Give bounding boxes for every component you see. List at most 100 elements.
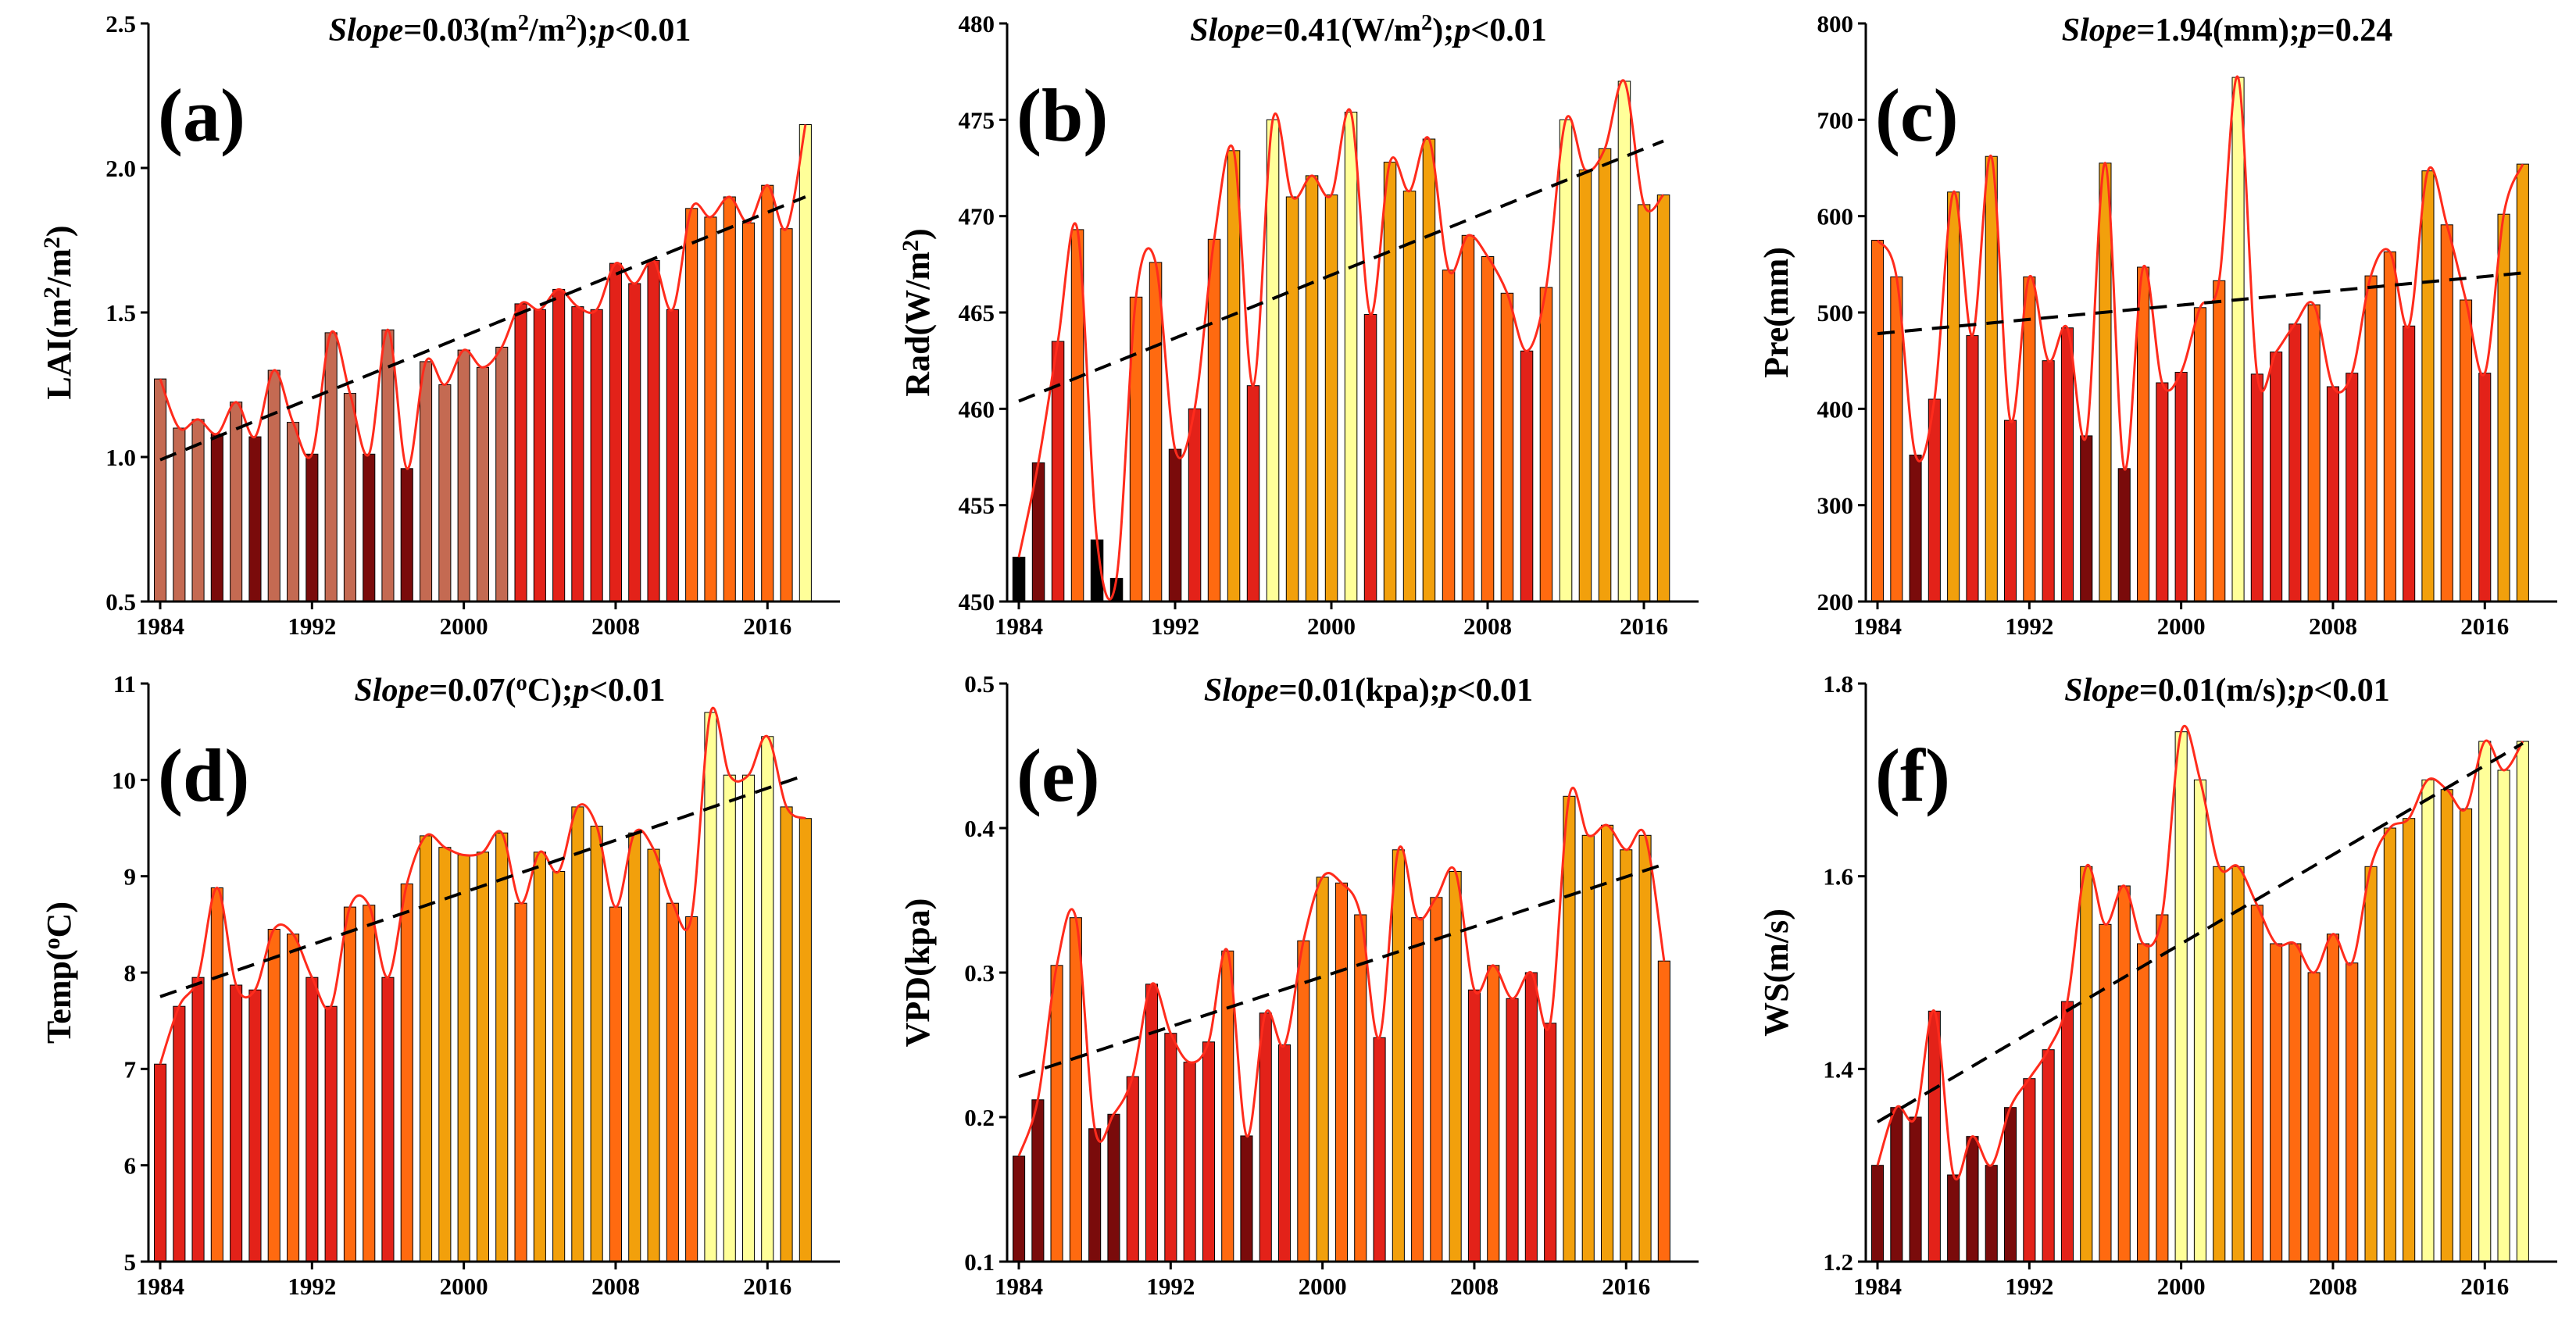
slope-annotation-e: Slope=0.01(kpa);p<0.01	[1204, 673, 1533, 709]
bar-d-1997	[400, 884, 413, 1262]
y-tick-label-b-4: 470	[959, 203, 995, 230]
ylabel-f-part: WS(m/s)	[1757, 909, 1795, 1037]
panel-b: 450 455 460 465 470 475 480 1984 1992 2000 2008 201…	[859, 0, 1717, 660]
bar-a-2016	[761, 184, 774, 602]
bar-f-1997	[2117, 885, 2131, 1262]
bar-f-2008	[2326, 934, 2340, 1262]
bar-c-1999	[2156, 382, 2169, 602]
y-tick-label-d-2: 7	[124, 1055, 137, 1083]
y-tick-label-f-0: 1.2	[1823, 1248, 1853, 1276]
bar-e-2011	[1524, 972, 1538, 1262]
bar-c-1998	[2137, 266, 2150, 602]
y-tick-label-a-4: 2.5	[105, 10, 136, 37]
bar-d-1988	[230, 984, 243, 1262]
ylabel-d-part: C)	[40, 901, 78, 937]
bar-e-2000	[1316, 877, 1329, 1262]
bar-b-2003	[1383, 162, 1397, 602]
y-tick-label-a-0: 0.5	[105, 588, 136, 616]
bar-f-2013	[2421, 779, 2435, 1262]
y-tick-label-e-2: 0.3	[964, 959, 995, 987]
slope-sup: 2	[1421, 11, 1432, 35]
bar-d-2015	[742, 774, 756, 1262]
x-tick-label-e-0: 1984	[995, 1273, 1043, 1300]
y-tick-label-b-5: 475	[959, 106, 995, 134]
bar-e-1997	[1259, 1012, 1272, 1262]
bar-f-2016	[2478, 741, 2492, 1262]
trend-line-a	[159, 195, 806, 462]
bar-b-2008	[1481, 256, 1495, 602]
trend-line-f	[1876, 741, 2524, 1123]
slope-sup: o	[516, 671, 527, 695]
x-tick-label-b-1: 1992	[1151, 612, 1199, 640]
smooth-curve-d	[159, 706, 806, 1065]
slope-value: =0.01(m/s);	[2139, 673, 2297, 709]
bar-a-2004	[533, 309, 546, 602]
bar-c-2011	[2383, 251, 2396, 602]
bar-e-1987	[1069, 917, 1082, 1262]
bar-a-1990	[267, 370, 280, 602]
bar-d-2012	[685, 916, 698, 1262]
bar-a-2013	[704, 216, 717, 602]
p-word: p	[2298, 12, 2317, 48]
slope-word: Slope	[1190, 12, 1265, 48]
bar-c-2006	[2288, 323, 2302, 602]
smooth-curve-a	[159, 124, 807, 470]
slope-mid: C);	[527, 673, 573, 709]
chart-e-svg: 0.1 0.2 0.3 0.4 0.5 1984 1992 2000 2008 2016 VPD(k…	[899, 670, 1699, 1300]
bar-d-2014	[723, 774, 736, 1262]
y-tick-label-e-0: 0.1	[964, 1248, 995, 1276]
bar-f-1985	[1890, 1107, 1903, 1262]
bar-d-2007	[590, 826, 603, 1262]
bar-f-1986	[1909, 1116, 1922, 1262]
bar-d-2006	[571, 806, 584, 1262]
bar-a-1994	[343, 393, 356, 602]
slope-word: Slope	[2062, 12, 2137, 48]
bars-d	[154, 712, 812, 1262]
panel-letter-b: (b)	[1016, 73, 1108, 157]
x-tick-label-f-4: 2016	[2460, 1273, 2509, 1300]
bar-e-1998	[1278, 1044, 1292, 1262]
bar-e-1993	[1183, 1062, 1196, 1262]
bar-c-2009	[2346, 373, 2359, 602]
x-tick-label-a-4: 2016	[743, 612, 791, 640]
bar-b-2001	[1344, 112, 1358, 602]
bar-a-2014	[723, 196, 736, 602]
panel-d: 5 6 7 8 9 10 11 1984 1992 2000 2008 2016 Temp(oC) Slo…	[0, 660, 859, 1320]
bar-c-1990	[1985, 155, 1998, 602]
bar-e-1996	[1240, 1135, 1253, 1262]
x-tick-label-d-0: 1984	[136, 1273, 184, 1300]
bar-b-1995	[1227, 150, 1241, 602]
bar-d-2008	[609, 906, 623, 1262]
bars-b	[1012, 80, 1670, 602]
x-tick-label-c-0: 1984	[1853, 612, 1902, 640]
bar-e-2007	[1449, 871, 1462, 1262]
bar-d-2005	[552, 871, 566, 1262]
bar-d-2010	[647, 848, 660, 1262]
bar-e-2010	[1506, 998, 1519, 1262]
x-tick-label-f-3: 2008	[2309, 1273, 2357, 1300]
bar-a-1999	[438, 384, 452, 602]
bar-f-2000	[2174, 731, 2188, 1262]
y-tick-label-c-1: 300	[1817, 492, 1854, 519]
bar-f-1998	[2137, 943, 2150, 1262]
bar-e-1986	[1050, 965, 1063, 1262]
slope-value: =0.41(W/m	[1265, 12, 1421, 48]
bar-e-1989	[1107, 1113, 1120, 1262]
y-tick-label-e-3: 0.4	[964, 815, 995, 842]
x-tick-label-d-3: 2008	[591, 1273, 640, 1300]
bars-c	[1871, 77, 2529, 602]
smooth-curve-e	[1017, 787, 1666, 1157]
trend-line-d	[159, 773, 806, 998]
bar-f-2018	[2516, 741, 2529, 1262]
y-tick-label-d-3: 8	[124, 959, 137, 987]
bar-b-2013	[1578, 170, 1592, 602]
bar-f-2004	[2250, 905, 2263, 1262]
p-word: p	[1452, 12, 1470, 48]
bar-f-2015	[2460, 808, 2473, 1262]
chart-a-svg: 0.5 1.0 1.5 2.0 2.5 1984 1992 2000 2008 2016 LAI(m…	[39, 10, 840, 640]
bar-c-2008	[2326, 386, 2340, 602]
bar-e-1992	[1164, 1033, 1177, 1262]
bar-a-2005	[552, 288, 566, 602]
bar-d-1987	[210, 887, 223, 1262]
